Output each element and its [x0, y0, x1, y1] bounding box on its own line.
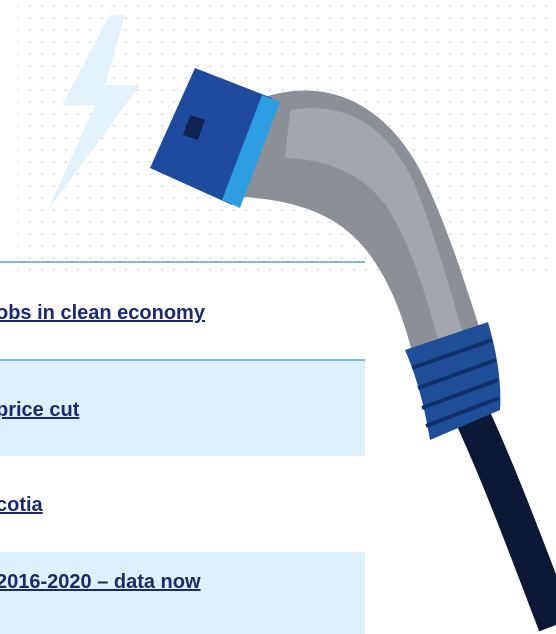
plug-grip [405, 322, 501, 440]
link[interactable]: 2016-2020 – data now [0, 571, 201, 593]
link[interactable]: obs in clean economy [0, 302, 206, 324]
plug-slot [183, 115, 205, 140]
lightning-bolt [48, 15, 140, 210]
link[interactable]: cotia [0, 494, 44, 516]
grip-ribs [411, 338, 500, 428]
link[interactable]: price cut [0, 399, 80, 421]
plug-ring [222, 95, 280, 208]
plug-body [232, 90, 490, 385]
link-list: obs in clean economy price cut cotia 201… [0, 261, 365, 634]
charger-illustration [150, 68, 556, 632]
row-background [0, 552, 365, 634]
row-background [0, 360, 365, 456]
plug-highlight [285, 108, 465, 348]
